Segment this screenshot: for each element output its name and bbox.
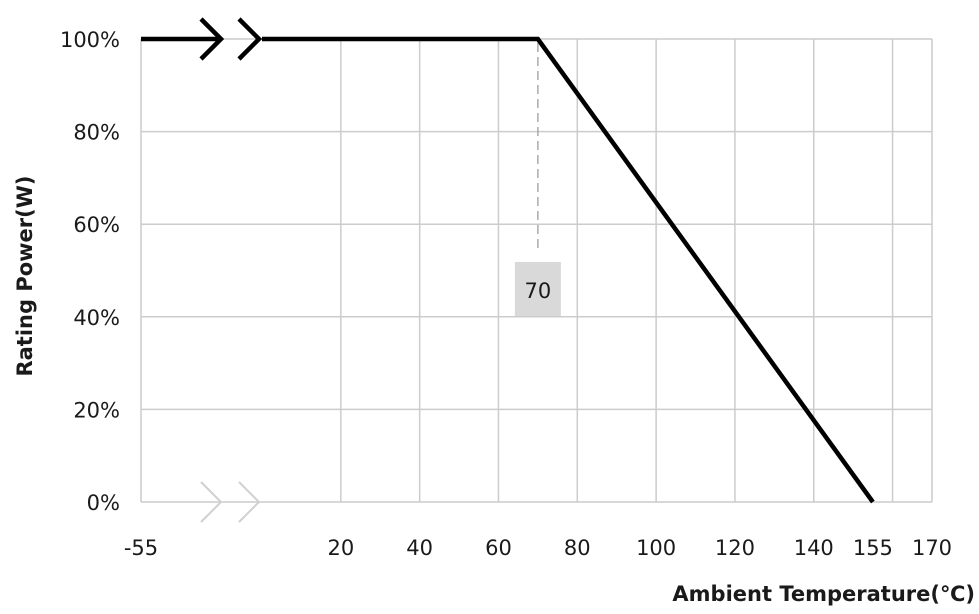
x-tick-label: 60 [485, 536, 512, 560]
y-tick-label: 80% [73, 121, 120, 145]
annotation-label-box [514, 262, 561, 316]
axis-break-marks [199, 17, 263, 523]
y-tick-label: 60% [73, 213, 120, 237]
x-tick-label: 20 [327, 536, 354, 560]
x-tick-label: -55 [124, 536, 158, 560]
tick-labels: 0% 20% 40% 60% 80% 100% -55 20 40 60 80 100 120 140 15… [60, 28, 952, 560]
y-tick-label: 100% [60, 28, 120, 52]
y-tick-label: 20% [73, 398, 120, 422]
annotation-layer: 70 [514, 43, 561, 316]
x-tick-label: 80 [564, 536, 591, 560]
axis-break-chevron-faint [238, 481, 261, 523]
x-tick-label: 170 [912, 536, 952, 560]
y-axis-title: Rating Power(W) [13, 175, 37, 376]
y-tick-label: 40% [73, 306, 120, 330]
x-tick-label: 120 [715, 536, 755, 560]
axis-break-chevron [237, 17, 263, 61]
x-tick-label: 40 [406, 536, 433, 560]
annotation-label: 70 [525, 279, 552, 303]
axis-break-chevron [199, 17, 225, 61]
axis-break-chevron-faint [200, 481, 223, 523]
x-tick-label: 100 [636, 536, 676, 560]
series-layer [141, 36, 875, 504]
x-tick-label: 140 [794, 536, 834, 560]
x-axis-title: Ambient Temperature(℃) [672, 582, 975, 606]
y-tick-label: 0% [87, 491, 120, 515]
series-line [262, 36, 875, 504]
x-tick-label: 155 [853, 536, 893, 560]
